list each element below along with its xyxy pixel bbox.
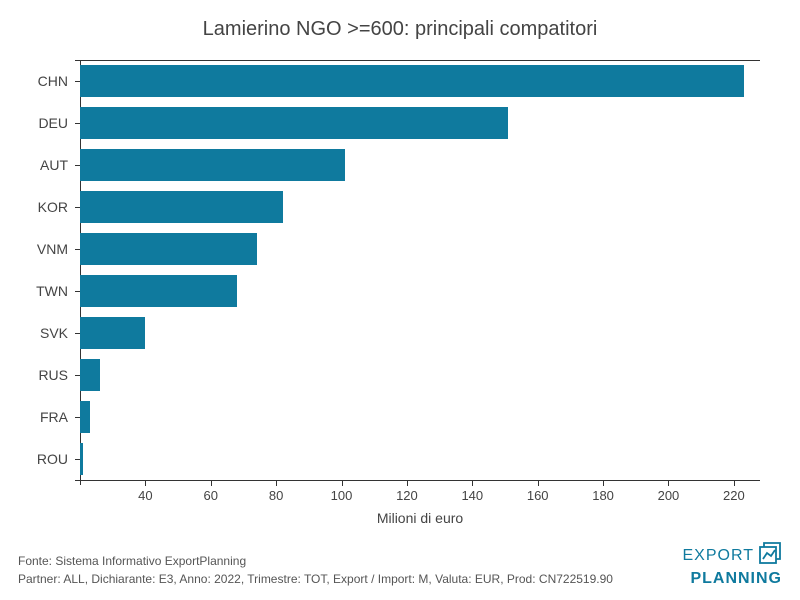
bar-SVK: [80, 317, 145, 349]
y-label-CHN: CHN: [38, 73, 68, 89]
bar-RUS: [80, 359, 100, 391]
y-label-TWN: TWN: [36, 283, 68, 299]
chart-icon: [758, 541, 782, 570]
chart-title: Lamierino NGO >=600: principali compatit…: [0, 0, 800, 41]
chart-container: Lamierino NGO >=600: principali compatit…: [0, 0, 800, 600]
logo: EXPORT PLANNING: [683, 541, 783, 588]
x-tick-label-40: 40: [138, 488, 152, 503]
x-tick-label-140: 140: [461, 488, 483, 503]
x-tick-120: 120: [407, 480, 408, 486]
y-label-SVK: SVK: [40, 325, 68, 341]
y-label-DEU: DEU: [38, 115, 68, 131]
y-label-FRA: FRA: [40, 409, 68, 425]
x-tick-160: 160: [538, 480, 539, 486]
bar-FRA: [80, 401, 90, 433]
x-tick-line: [145, 480, 146, 486]
x-tick-line: [407, 480, 408, 486]
x-tick-line: [734, 480, 735, 486]
x-tick-80: 80: [276, 480, 277, 486]
x-tick-100: 100: [342, 480, 343, 486]
x-tick-60: 60: [211, 480, 212, 486]
y-label-KOR: KOR: [38, 199, 68, 215]
x-tick-label-220: 220: [723, 488, 745, 503]
x-tick-line: [342, 480, 343, 486]
y-label-AUT: AUT: [40, 157, 68, 173]
footer-line1: Fonte: Sistema Informativo ExportPlannin…: [18, 552, 613, 570]
plot-area: [80, 60, 760, 480]
x-tick-label-200: 200: [658, 488, 680, 503]
x-axis-title: Milioni di euro: [80, 510, 760, 526]
y-axis-labels: CHN DEU AUT KOR VNM TWN SVK RUS FRA ROU: [0, 60, 80, 480]
bar-CHN: [80, 65, 744, 97]
x-tick-line: [603, 480, 604, 486]
bar-KOR: [80, 191, 283, 223]
x-tick-label-60: 60: [204, 488, 218, 503]
x-tick-220: 220: [734, 480, 735, 486]
x-tick-line: [538, 480, 539, 486]
x-tick-label-160: 160: [527, 488, 549, 503]
bar-ROU: [80, 443, 83, 475]
logo-text: EXPORT PLANNING: [683, 547, 783, 587]
y-label-RUS: RUS: [38, 367, 68, 383]
footer-text: Fonte: Sistema Informativo ExportPlannin…: [18, 552, 613, 588]
x-tick-label-100: 100: [331, 488, 353, 503]
x-tick-line: [211, 480, 212, 486]
x-tick-line: [472, 480, 473, 486]
x-tick-200: 200: [668, 480, 669, 486]
x-tick-line: [668, 480, 669, 486]
x-tick-180: 180: [603, 480, 604, 486]
x-tick-40: 40: [145, 480, 146, 486]
y-label-ROU: ROU: [37, 451, 68, 467]
x-tick-140: 140: [472, 480, 473, 486]
x-tick-line: [276, 480, 277, 486]
x-tick-label-180: 180: [592, 488, 614, 503]
x-tick-label-120: 120: [396, 488, 418, 503]
footer-line2: Partner: ALL, Dichiarante: E3, Anno: 202…: [18, 570, 613, 588]
y-label-VNM: VNM: [37, 241, 68, 257]
bar-DEU: [80, 107, 508, 139]
bar-VNM: [80, 233, 257, 265]
bar-AUT: [80, 149, 345, 181]
x-tick-label-80: 80: [269, 488, 283, 503]
bar-TWN: [80, 275, 237, 307]
